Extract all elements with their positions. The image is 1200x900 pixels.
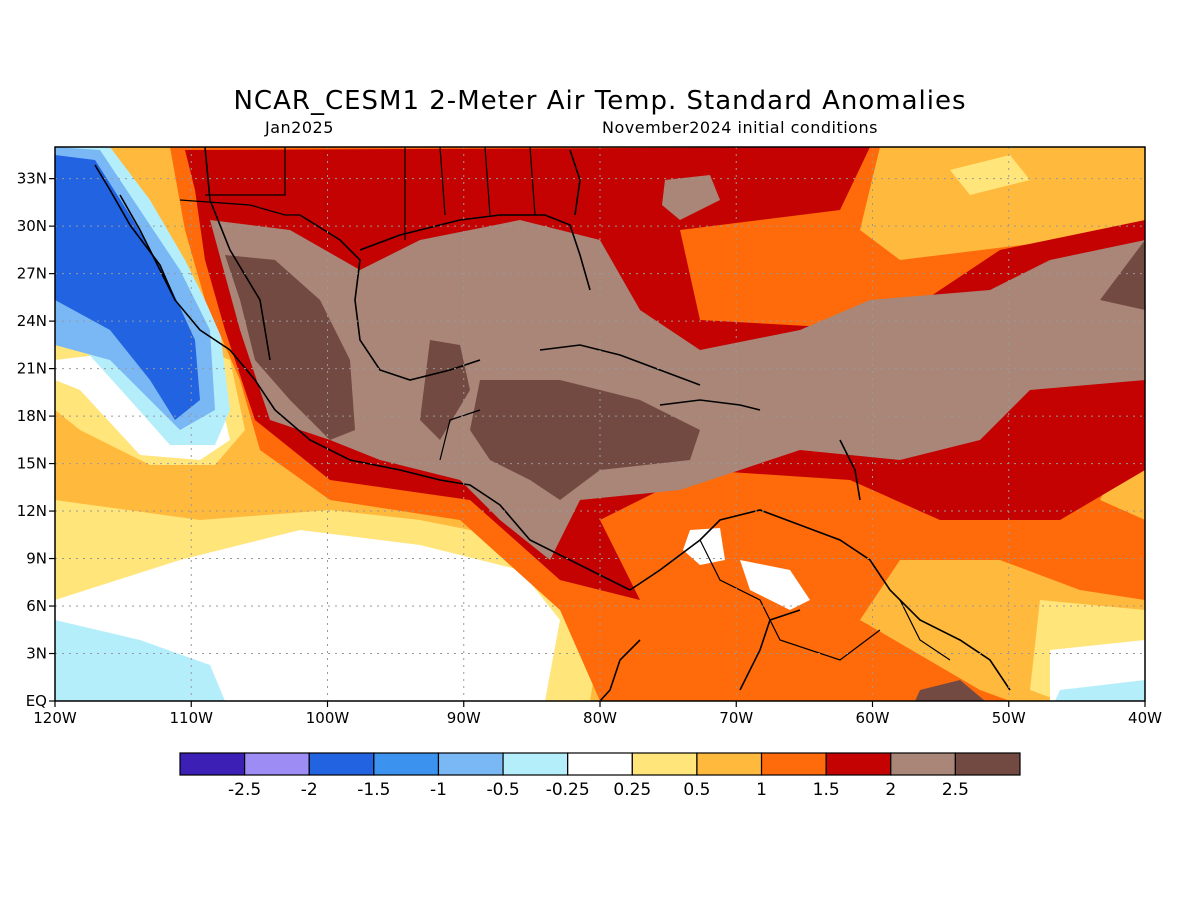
y-tick-label: 27N [17, 265, 47, 283]
colorbar-swatch [437, 752, 504, 776]
colorbar-swatch [308, 752, 375, 776]
map-title: NCAR_CESM1 2-Meter Air Temp. Standard An… [233, 86, 967, 116]
y-tick-label: 15N [17, 455, 47, 473]
x-tick-label: 110W [170, 709, 214, 727]
x-tick-label: 80W [583, 709, 617, 727]
field-peak-caribbean [470, 380, 700, 500]
colorbar-swatch [179, 752, 246, 776]
colorbar-swatch [373, 752, 440, 776]
colorbar-swatch [502, 752, 569, 776]
colorbar-label: -1.5 [357, 780, 390, 800]
y-tick-label: 30N [17, 217, 47, 235]
field-cold-blue [55, 155, 200, 420]
field-peak-atlantic [1100, 240, 1145, 310]
colorbar-swatch [954, 752, 1021, 776]
field-peak-mexico [225, 255, 355, 440]
colorbar-swatch [760, 752, 827, 776]
colorbar-label: 0.25 [613, 780, 651, 800]
x-tick-label: 90W [447, 709, 481, 727]
axis-ticks: 120W 110W 100W 90W 80W 70W 60W 50W 40W EQ 3N 6N 9N 12… [17, 170, 1162, 727]
colorbar-swatch [631, 752, 698, 776]
borders [179, 147, 951, 661]
y-tick-label: EQ [26, 692, 47, 710]
x-tick-label: 120W [33, 709, 77, 727]
colorbar-label: -0.5 [486, 780, 519, 800]
colorbar-swatch [696, 752, 763, 776]
x-tick-label: 100W [306, 709, 350, 727]
x-tick-label: 50W [992, 709, 1026, 727]
y-tick-label: 3N [26, 645, 47, 663]
colorbar-label: 2.5 [942, 780, 969, 800]
colorbar-swatch [567, 752, 633, 776]
y-tick-label: 18N [17, 407, 47, 425]
colorbar: -2.5 -2 -1.5 -1 -0.5 -0.25 0.25 0.5 1 1.5 2 2.5 [179, 752, 1021, 800]
colorbar-label: 2 [885, 780, 896, 800]
colorbar-label: -2 [301, 780, 318, 800]
y-tick-label: 21N [17, 360, 47, 378]
field-pacific-cyan [55, 620, 225, 701]
anomaly-field [55, 147, 1145, 701]
x-tick-label: 60W [856, 709, 890, 727]
y-tick-label: 6N [26, 597, 47, 615]
colorbar-swatch [244, 752, 310, 776]
y-tick-label: 33N [17, 170, 47, 188]
colorbar-swatch [890, 752, 956, 776]
colorbar-label: -0.25 [546, 780, 590, 800]
colorbar-label: -2.5 [228, 780, 261, 800]
initial-conditions: November2024 initial conditions [602, 118, 878, 137]
colorbar-label: 0.5 [683, 780, 710, 800]
x-tick-label: 40W [1128, 709, 1162, 727]
colorbar-swatch [825, 752, 892, 776]
colorbar-label: 1.5 [813, 780, 840, 800]
colorbar-label: 1 [756, 780, 767, 800]
y-tick-label: 9N [26, 550, 47, 568]
y-tick-label: 24N [17, 312, 47, 330]
y-tick-label: 12N [17, 502, 47, 520]
field-warm-core [210, 220, 1145, 560]
forecast-month: Jan2025 [265, 118, 334, 137]
gridlines [55, 147, 1145, 701]
x-tick-label: 70W [719, 709, 753, 727]
colorbar-label: -1 [430, 780, 447, 800]
